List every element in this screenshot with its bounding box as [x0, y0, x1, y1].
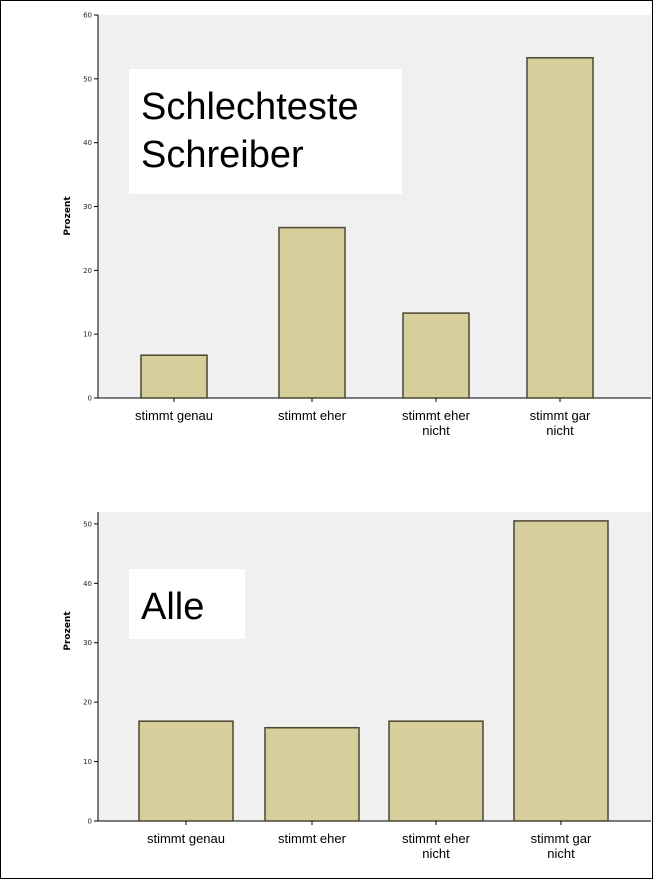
y-tick-label: 0: [88, 818, 92, 826]
bar-4: [513, 520, 609, 822]
chart-title: Schlechteste: [141, 86, 359, 128]
bar-3: [388, 720, 484, 822]
chart-panel-1: 0 10 20 30 40 50 60 Prozent stimmt genau stimmt e…: [63, 12, 651, 438]
chart-panel-2: 0 10 20 30 40 50 Prozent stimmt genau stimmt ehe…: [63, 512, 651, 861]
y-tick-label: 10: [83, 758, 92, 766]
bar-2: [278, 226, 346, 399]
y-tick-label: 10: [83, 331, 92, 339]
chart-title: Schreiber: [141, 134, 304, 176]
x-tick-label: nicht: [422, 846, 450, 861]
chart-title-box: [129, 569, 245, 639]
bar-1: [140, 354, 208, 399]
y-tick-label: 50: [83, 520, 92, 528]
y-tick-label: 50: [83, 75, 92, 83]
bar-1: [138, 720, 234, 822]
x-tick-label: nicht: [547, 846, 575, 861]
x-tick-label: nicht: [546, 423, 574, 438]
y-tick-label: 40: [83, 580, 92, 588]
y-tick-label: 60: [83, 12, 92, 20]
y-axis-title: Prozent: [63, 196, 73, 236]
x-tick-label: stimmt genau: [135, 408, 213, 423]
bar-3: [402, 312, 470, 399]
y-axis-title: Prozent: [63, 611, 73, 651]
x-tick-label: nicht: [422, 423, 450, 438]
y-tick-label: 0: [88, 395, 92, 403]
y-tick-label: 30: [83, 203, 92, 211]
bar-2: [264, 726, 360, 822]
chart-title: Alle: [141, 586, 204, 628]
x-tick-label: stimmt gar: [530, 408, 591, 423]
x-tick-label: stimmt eher: [278, 831, 347, 846]
bar-4: [526, 57, 594, 399]
x-tick-label: stimmt eher: [278, 408, 347, 423]
x-tick-label: stimmt genau: [147, 831, 225, 846]
y-tick-label: 20: [83, 699, 92, 707]
y-tick-label: 40: [83, 139, 92, 147]
x-tick-label: stimmt eher: [402, 831, 471, 846]
x-tick-label: stimmt eher: [402, 408, 471, 423]
y-tick-label: 30: [83, 639, 92, 647]
x-tick-label: stimmt gar: [531, 831, 592, 846]
chart-title-box: [129, 69, 402, 194]
y-tick-label: 20: [83, 267, 92, 275]
